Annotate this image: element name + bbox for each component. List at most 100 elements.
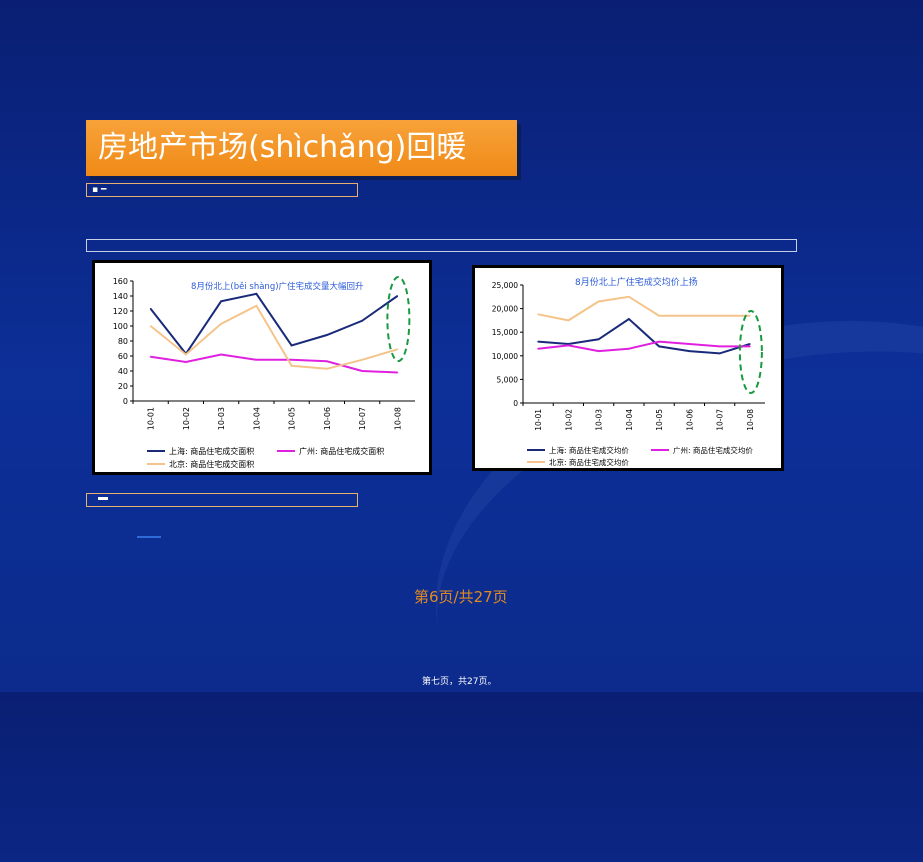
left-chart-panel: 0 20 40 60 80 100 120 140 160 10-01 10-02 10-03 10-0… xyxy=(92,260,432,475)
y-tick-label: 80 xyxy=(118,337,128,346)
series-line-0 xyxy=(149,292,398,356)
bullet-dash xyxy=(98,497,108,500)
x-tick-label: 10-08 xyxy=(393,407,402,430)
bullet-bar-1 xyxy=(86,183,358,197)
right-chart-panel: 0 5,000 10,000 15,000 20,000 25,000 10-01 10-02… xyxy=(472,265,784,471)
data-point-1-6 xyxy=(361,370,363,372)
data-point-0-0 xyxy=(537,340,539,343)
data-point-1-2 xyxy=(597,350,600,352)
x-tick-label: 10-02 xyxy=(564,409,573,431)
data-point-0-4 xyxy=(658,345,660,348)
series-line-2 xyxy=(149,304,398,370)
bullet-bar-2 xyxy=(86,239,797,252)
data-point-2-7 xyxy=(396,348,399,351)
x-tick-label: 10-08 xyxy=(746,409,755,431)
x-tick-label: 10-06 xyxy=(685,409,694,431)
x-tick-label: 10-07 xyxy=(716,409,725,431)
bullet-marker: ▪ ━ xyxy=(92,185,107,195)
data-point-2-5 xyxy=(326,367,328,370)
y-tick-label: 0 xyxy=(123,397,128,406)
data-point-1-4 xyxy=(658,340,660,343)
data-point-2-6 xyxy=(361,358,363,361)
data-point-2-0 xyxy=(537,313,539,316)
x-tick-label: 10-03 xyxy=(595,409,604,431)
data-point-0-6 xyxy=(361,319,363,322)
page-number: 第6页/共27页 xyxy=(414,588,508,606)
data-point-1-3 xyxy=(628,347,630,350)
data-point-2-1 xyxy=(185,353,187,356)
x-tick-label: 10-05 xyxy=(655,409,664,431)
y-tick-label: 5,000 xyxy=(497,375,519,384)
data-point-0-5 xyxy=(688,350,691,352)
y-tick-label: 20 xyxy=(118,382,128,391)
series-line-1 xyxy=(537,340,750,353)
y-tick-label: 25,000 xyxy=(492,281,518,290)
highlight-ellipse xyxy=(738,310,763,394)
data-point-2-4 xyxy=(658,314,660,317)
data-point-1-5 xyxy=(326,360,328,363)
legend-label-1: 广州: 商品住宅成交均价 xyxy=(673,445,753,455)
y-tick-label: 0 xyxy=(513,399,518,408)
data-point-2-3 xyxy=(255,304,258,307)
data-point-0-0 xyxy=(149,307,152,310)
data-point-1-7 xyxy=(749,345,751,348)
y-tick-label: 60 xyxy=(118,352,128,361)
data-point-0-5 xyxy=(326,334,328,336)
legend-label-0: 上海: 商品住宅成交面积 xyxy=(169,446,254,456)
data-point-0-2 xyxy=(220,300,222,303)
legend-label-2: 北京: 商品住宅成交面积 xyxy=(169,459,254,469)
data-point-1-5 xyxy=(688,343,691,345)
data-point-1-1 xyxy=(185,361,187,363)
data-point-2-1 xyxy=(567,319,570,322)
series-line-0 xyxy=(538,317,751,355)
data-point-2-5 xyxy=(688,314,691,317)
data-point-0-6 xyxy=(718,352,721,355)
x-tick-label: 10-05 xyxy=(288,407,297,430)
y-tick-label: 10,000 xyxy=(492,352,518,361)
legend-label-2: 北京: 商品住宅成交均价 xyxy=(549,457,629,467)
bullet-bar-3 xyxy=(86,493,358,507)
x-tick-label: 10-01 xyxy=(147,407,156,430)
y-tick-label: 140 xyxy=(113,292,128,301)
data-point-1-6 xyxy=(718,345,721,348)
y-tick-label: 120 xyxy=(113,307,128,316)
data-point-1-0 xyxy=(149,355,152,358)
slide-footer: 第七页，共27页。 xyxy=(422,677,497,687)
x-tick-label: 10-04 xyxy=(625,409,634,431)
data-point-1-4 xyxy=(290,358,293,361)
data-point-1-2 xyxy=(220,353,222,356)
data-point-1-7 xyxy=(396,371,399,374)
y-tick-label: 20,000 xyxy=(492,305,518,314)
x-tick-label: 10-02 xyxy=(182,407,191,430)
left-chart-svg: 0 20 40 60 80 100 120 140 160 10-01 10-02 10-03 10-0… xyxy=(113,276,415,469)
data-point-2-7 xyxy=(749,314,751,317)
data-point-0-7 xyxy=(396,295,399,297)
x-tick-label: 10-06 xyxy=(323,407,332,430)
series-line-1 xyxy=(150,353,398,374)
data-point-1-0 xyxy=(537,347,539,350)
x-tick-label: 10-01 xyxy=(534,409,543,431)
data-point-0-4 xyxy=(290,344,293,347)
highlight-ellipse xyxy=(386,276,411,362)
data-point-0-3 xyxy=(628,318,630,320)
data-point-2-2 xyxy=(597,300,600,303)
data-point-0-1 xyxy=(567,343,570,345)
data-point-0-3 xyxy=(255,292,258,295)
x-tick-label: 10-04 xyxy=(252,407,261,430)
data-point-2-4 xyxy=(290,364,293,367)
series-line-2 xyxy=(537,295,750,322)
data-point-0-7 xyxy=(749,343,751,345)
chart-title: 8月份北上(běi shàng)广住宅成交量大幅回升 xyxy=(191,281,364,292)
y-tick-label: 40 xyxy=(118,367,128,376)
y-tick-label: 160 xyxy=(113,277,128,286)
right-chart-svg: 0 5,000 10,000 15,000 20,000 25,000 10-01 10-02… xyxy=(492,276,765,467)
legend-label-0: 上海: 商品住宅成交均价 xyxy=(549,445,629,455)
small-link-underline[interactable] xyxy=(137,528,161,538)
data-point-0-2 xyxy=(597,338,600,341)
x-tick-label: 10-03 xyxy=(217,407,226,430)
y-tick-label: 100 xyxy=(113,322,128,331)
x-tick-label: 10-07 xyxy=(358,407,367,430)
data-point-2-3 xyxy=(628,296,630,298)
y-tick-label: 15,000 xyxy=(492,328,518,337)
legend-label-1: 广州: 商品住宅成交面积 xyxy=(299,446,384,456)
